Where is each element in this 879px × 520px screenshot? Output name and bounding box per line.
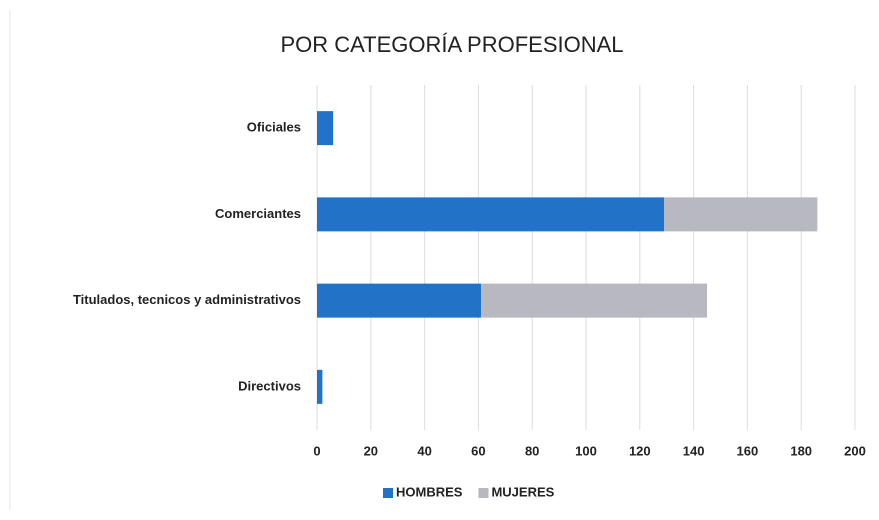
legend-swatch: [383, 488, 393, 498]
x-tick-label: 40: [417, 443, 431, 458]
chart-title: POR CATEGORÍA PROFESIONAL: [280, 32, 623, 57]
y-tick-label: Directivos: [238, 378, 301, 393]
x-tick-label: 200: [844, 443, 866, 458]
bar: [317, 111, 334, 146]
x-tick-label: 60: [471, 443, 485, 458]
legend-label: MUJERES: [491, 484, 554, 499]
y-tick-label: Titulados, tecnicos y administrativos: [73, 292, 301, 307]
x-tick-label: 120: [629, 443, 651, 458]
x-tick-label: 0: [313, 443, 320, 458]
bar: [317, 197, 665, 232]
x-tick-label: 160: [737, 443, 759, 458]
bar: [317, 369, 323, 404]
x-tick-label: 100: [575, 443, 597, 458]
x-tick-label: 20: [364, 443, 378, 458]
x-tick-label: 140: [683, 443, 705, 458]
legend-swatch: [478, 488, 489, 498]
y-tick-label: Oficiales: [247, 120, 301, 135]
x-tick-label: 80: [525, 443, 539, 458]
legend-label: HOMBRES: [396, 484, 463, 499]
bar: [317, 283, 482, 318]
y-tick-label: Comerciantes: [215, 206, 301, 221]
bar: [481, 283, 708, 318]
x-tick-label: 180: [790, 443, 812, 458]
bar: [664, 197, 818, 232]
